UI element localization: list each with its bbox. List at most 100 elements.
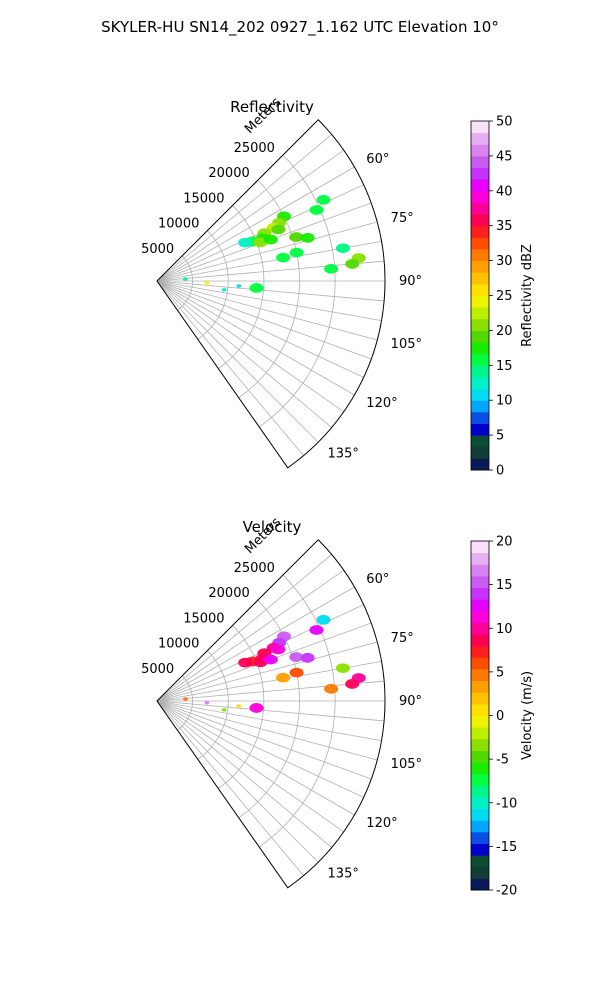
colorbar-segment: [471, 330, 489, 343]
range-tick-label: 15000: [183, 611, 224, 626]
colorbar-tick-label: 50: [496, 115, 513, 130]
range-tick-label: 5000: [141, 662, 174, 677]
azimuth-gridline: [156, 280, 319, 443]
colorbar-segment: [471, 587, 489, 600]
azimuth-gridline: [156, 700, 344, 833]
colorbar-segment: [471, 318, 489, 331]
echo-cell: [182, 277, 188, 281]
azimuth-tick-label: 120°: [366, 396, 397, 411]
echo-cell: [316, 194, 331, 205]
colorbar-tick-label: 5: [496, 665, 504, 680]
azimuth-gridline: [156, 554, 332, 702]
echo-cell: [335, 243, 350, 254]
colorbar-segment: [471, 657, 489, 670]
colorbar-segment: [471, 843, 489, 856]
azimuth-tick-label: 105°: [391, 337, 422, 352]
echo-cell: [309, 205, 324, 215]
echo-cell: [345, 679, 360, 689]
azimuth-gridline: [156, 700, 385, 722]
echo-cell: [204, 700, 210, 705]
azimuth-gridline: [156, 280, 344, 413]
colorbar-tick-label: 30: [496, 254, 513, 269]
colorbar-tick-label: 5: [496, 429, 504, 444]
colorbar-segment: [471, 541, 489, 554]
azimuth-gridline: [156, 280, 372, 360]
echo-cell: [289, 232, 304, 242]
azimuth-gridline: [156, 700, 364, 798]
echo-cell: [300, 232, 315, 243]
colorbar-segment: [471, 365, 489, 378]
colorbar-tick-label: 15: [496, 359, 513, 374]
azimuth-tick-label: 105°: [391, 757, 422, 772]
panel-title: Velocity: [243, 518, 302, 536]
azimuth-gridline: [156, 641, 378, 702]
azimuth-gridline: [156, 700, 304, 876]
echo-cell: [316, 614, 331, 625]
azimuth-tick-label: 60°: [366, 572, 389, 587]
echo-cell: [221, 708, 227, 712]
colorbar-segment: [471, 423, 489, 436]
range-tick-label: 20000: [208, 586, 249, 601]
colorbar-segment: [471, 680, 489, 693]
colorbar-tick-label: 20: [496, 324, 513, 339]
echo-cell: [324, 263, 339, 274]
colorbar-segment: [471, 132, 489, 145]
range-tick-label: 10000: [158, 217, 199, 232]
azimuth-gridline: [156, 569, 344, 702]
colorbar-segment: [471, 458, 489, 471]
azimuth-tick-label: 75°: [391, 631, 414, 646]
azimuth-gridline: [156, 166, 355, 282]
echo-cell: [238, 657, 253, 668]
colorbar-segment: [471, 283, 489, 296]
colorbar-segment: [471, 668, 489, 682]
colorbar-segment: [471, 645, 489, 658]
colorbar-segment: [471, 715, 489, 728]
sector-outline: [156, 539, 386, 889]
echo-cell: [263, 654, 278, 665]
colorbar-tick-label: 40: [496, 184, 513, 199]
colorbar-segment: [471, 260, 489, 273]
range-tick-label: 25000: [234, 141, 275, 156]
echo-cell: [289, 652, 304, 662]
echo-cell: [249, 703, 264, 713]
colorbar-segment: [471, 703, 489, 716]
reflectivity-panel: Reflectivity60°75°90°105°120°135°5000100…: [141, 95, 535, 479]
azimuth-tick-label: 135°: [328, 867, 359, 882]
colorbar-tick-label: 25: [496, 289, 513, 304]
colorbar-segment: [471, 634, 489, 647]
echo-cell: [289, 247, 304, 258]
colorbar-segment: [471, 167, 489, 180]
colorbar-segment: [471, 121, 489, 134]
azimuth-gridline: [156, 700, 382, 741]
colorbar-segment: [471, 388, 489, 401]
velocity-panel: Velocity 60° 75° 90° 105° 120° 135° 5000 10000 15…: [141, 515, 535, 899]
colorbar-segment: [471, 307, 489, 320]
colorbar-segment: [471, 575, 489, 589]
colorbar-segment: [471, 622, 489, 635]
echo-cell: [236, 284, 242, 288]
colorbar-segment: [471, 272, 489, 285]
colorbar-segment: [471, 855, 489, 868]
colorbar-label: Velocity (m/s): [520, 671, 535, 760]
echo-cell: [324, 683, 339, 694]
azimuth-gridline: [156, 149, 344, 282]
colorbar-segment: [471, 248, 489, 262]
colorbar-segment: [471, 738, 489, 751]
colorbar-segment: [471, 400, 489, 413]
colorbar-tick-label: 20: [496, 535, 513, 550]
echo-cell: [309, 625, 324, 635]
colorbar-segment: [471, 785, 489, 798]
colorbar-tick-label: 0: [496, 709, 504, 724]
colorbar-segment: [471, 214, 489, 227]
echo-cell: [271, 224, 286, 235]
echo-cell: [263, 234, 278, 245]
colorbar-segment: [471, 190, 489, 203]
echo-cell: [221, 288, 227, 292]
colorbar-segment: [471, 295, 489, 308]
azimuth-tick-label: 120°: [366, 816, 397, 831]
colorbar-segment: [471, 155, 489, 169]
colorbar-segment: [471, 552, 489, 565]
colorbar-segment: [471, 773, 489, 786]
colorbar-tick-label: -5: [496, 753, 509, 768]
